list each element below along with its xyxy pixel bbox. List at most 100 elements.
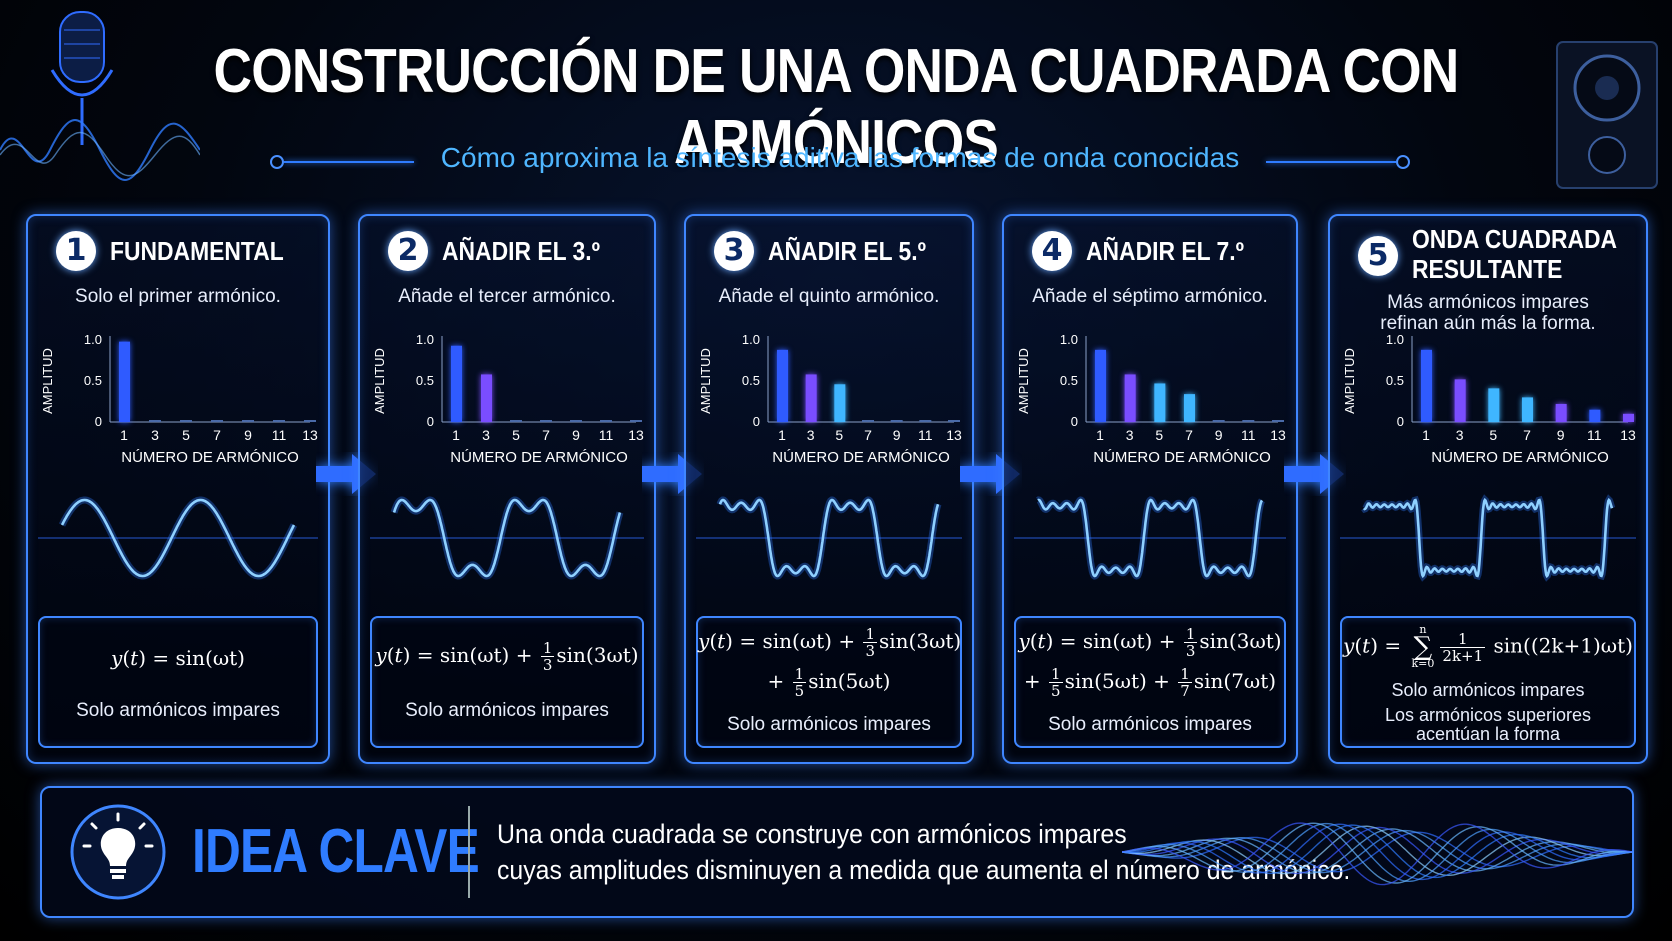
x-tick-label: 11 [1587,427,1602,443]
y-axis-label: AMPLITUD [698,348,713,414]
y-tick-label: 0.5 [416,373,434,388]
y-tick-label: 0.5 [1060,373,1078,388]
panel-title: ONDA CUADRADA RESULTANTE [1412,224,1618,284]
x-tick-label: 1 [778,427,786,443]
waveform-line [392,498,622,578]
y-axis-label: AMPLITUD [40,348,55,414]
x-tick-label: 7 [1185,427,1193,443]
decor-wave-line [1122,822,1632,886]
page-title: CONSTRUCCIÓN DE UNA ONDA CUADRADA CON AR… [213,37,1460,177]
bar-harmonic-3 [481,374,492,422]
x-tick-label: 11 [272,427,287,443]
bar-harmonic-3 [805,374,817,422]
panel-description: Añade el séptimo armónico. [1032,286,1268,307]
x-tick-label: 11 [599,427,614,443]
y-axis-label: AMPLITUD [372,348,387,414]
formula-note: Solo armónicos impares [727,714,931,735]
formula: y(t) = sin(ωt) + 1 3 sin(3ωt) [1018,625,1282,660]
formula: y(t) = n ∑ k=0 1 2k+1 sin((2k+1)ωt) [1343,623,1633,670]
panel-title: FUNDAMENTAL [110,236,284,266]
x-tick-label: 9 [244,427,252,443]
formula-line-2: + 1 5 sin(5ωt) + 1 7 sin(7ωt) [1023,665,1277,700]
panel-5: 5 ONDA CUADRADA RESULTANTE Más armónicos… [1328,214,1648,764]
x-tick-label: 5 [182,427,190,443]
waveform-line [60,498,296,578]
x-tick-label: 7 [542,427,550,443]
subtitle-row: Cómo aproxima la síntesis aditiva las fo… [270,142,1410,182]
bar-harmonic-1 [119,341,130,422]
formula: y(t) = sin(ωt) [111,646,245,670]
decor-wave-line [1122,825,1632,877]
waveform-line [718,498,940,578]
waveform-plot [370,496,644,580]
sound-wave-decoration [0,119,200,181]
x-axis-label: NÚMERO DE ARMÓNICO [772,449,950,466]
formula-note: Solo armónicos impares [1391,680,1585,700]
y-tick-label: 1.0 [84,332,102,347]
y-tick-label: 1.0 [742,332,760,347]
step-badge: 2 [388,231,428,271]
y-tick-label: 1.0 [416,332,434,347]
key-idea-panel: IDEA CLAVE Una onda cuadrada se construy… [40,786,1634,918]
formula-box: y(t) = sin(ωt) Solo armónicos impares [38,616,318,748]
x-tick-label: 9 [1557,427,1565,443]
bar-harmonic-5 [834,384,846,422]
x-axis-label: NÚMERO DE ARMÓNICO [450,449,628,466]
y-tick-label: 0.5 [1386,373,1404,388]
step-badge: 5 [1358,236,1398,276]
waveform-line [1037,498,1264,578]
panel-title: AÑADIR EL 3.º [442,236,600,266]
x-tick-label: 11 [1241,427,1256,443]
panel-title: AÑADIR EL 7.º [1086,236,1244,266]
bar-harmonic-5 [1488,388,1500,422]
key-idea-text: Una onda cuadrada se construye con armón… [497,819,1351,885]
formula: y(t) = sin(ωt) + 1 3 sin(3ωt) [698,625,962,660]
x-tick-label: 7 [864,427,872,443]
formula-note: Solo armónicos impares [405,700,609,721]
decor-wave-line [1122,822,1632,884]
waveform-plot [696,496,962,580]
panel-1: 1 FUNDAMENTAL Solo el primer armónico. A… [26,214,330,764]
formula-note: Solo armónicos impares [1048,714,1252,735]
formula-note-2: Los armónicos superiores acentúan la for… [1384,705,1592,744]
divider [468,806,470,898]
microphone-icon [50,11,114,145]
y-tick-label: 0.5 [742,373,760,388]
x-tick-label: 7 [213,427,221,443]
panel-description: Añade el tercer armónico. [398,286,616,307]
x-tick-label: 1 [452,427,460,443]
bar-harmonic-1 [1421,349,1432,422]
waveform-plot [1014,496,1286,580]
subtitle-line-left [284,161,414,163]
panel-description: Más armónicos impares refinan aún más la… [1380,292,1596,334]
step-badge: 1 [56,231,96,271]
waveform-plot [1340,494,1636,582]
x-tick-label: 1 [1096,427,1104,443]
x-tick-label: 7 [1523,427,1531,443]
x-tick-label: 9 [893,427,901,443]
x-tick-label: 3 [807,427,815,443]
bar-harmonic-9 [1555,403,1567,422]
waveform-line [1362,497,1614,579]
x-tick-label: 9 [1215,427,1223,443]
x-tick-label: 3 [482,427,490,443]
panel-description: Añade el quinto armónico. [718,286,940,307]
x-axis-label: NÚMERO DE ARMÓNICO [1093,449,1271,466]
waveform-plot [38,496,318,580]
x-tick-label: 5 [1155,427,1163,443]
sound-wave-decoration [1122,822,1632,886]
x-tick-label: 13 [1270,427,1286,443]
x-axis-label: NÚMERO DE ARMÓNICO [1431,449,1609,466]
bar-harmonic-13 [1623,413,1634,422]
decor-wave-line [1122,822,1632,882]
x-tick-label: 9 [572,427,580,443]
bar-harmonic-5 [1154,383,1166,422]
x-tick-label: 5 [1489,427,1497,443]
formula-note: Solo armónicos impares [76,700,280,721]
y-tick-label: 1.0 [1386,332,1404,347]
x-tick-label: 13 [1620,427,1636,443]
bar-harmonic-7 [1184,394,1195,422]
x-tick-label: 11 [918,427,933,443]
bar-harmonic-11 [1589,409,1601,422]
formula-box: y(t) = sin(ωt) + 1 3 sin(3ωt) + 1 5 sin(5ωt)… [1014,616,1286,748]
